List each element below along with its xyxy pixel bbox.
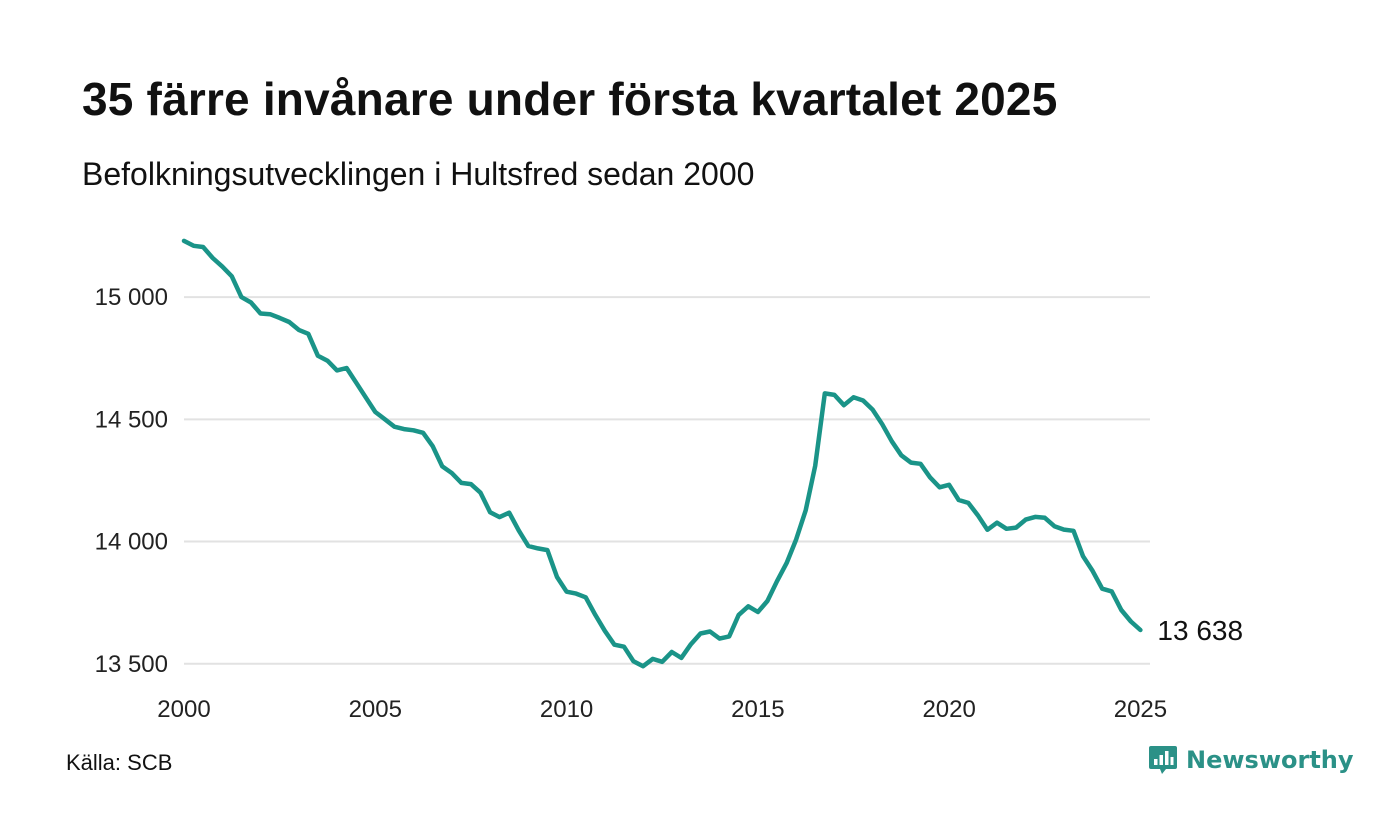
y-axis-ticks: 13 500 14 000 14 500 15 000 (95, 284, 168, 678)
series-layer (181, 238, 1143, 669)
x-axis-ticks: 2000 2005 2010 2015 2020 2025 (157, 696, 1167, 723)
newsworthy-logo[interactable]: Newsworthy (1148, 742, 1354, 778)
x-tick-label: 2015 (731, 696, 784, 723)
logo-text: Newsworthy (1186, 746, 1354, 774)
x-tick-label: 2005 (349, 696, 402, 723)
y-tick-label: 15 000 (95, 284, 168, 311)
chart-title: 35 färre invånare under första kvartalet… (82, 73, 1058, 125)
gridlines (184, 296, 1150, 665)
y-tick-label: 14 000 (95, 529, 168, 556)
y-tick-label: 13 500 (95, 651, 168, 678)
x-tick-label: 2025 (1114, 696, 1167, 723)
x-tick-label: 2010 (540, 696, 593, 723)
newsworthy-chat-chart-icon (1149, 746, 1177, 774)
last-value-label: 13 638 (1157, 615, 1243, 646)
y-tick-label: 14 500 (95, 406, 168, 433)
chart-subtitle: Befolkningsutvecklingen i Hultsfred seda… (82, 156, 755, 192)
series-line (181, 238, 1143, 669)
x-tick-label: 2000 (157, 696, 210, 723)
x-tick-label: 2020 (922, 696, 975, 723)
source-note: Källa: SCB (66, 750, 173, 775)
